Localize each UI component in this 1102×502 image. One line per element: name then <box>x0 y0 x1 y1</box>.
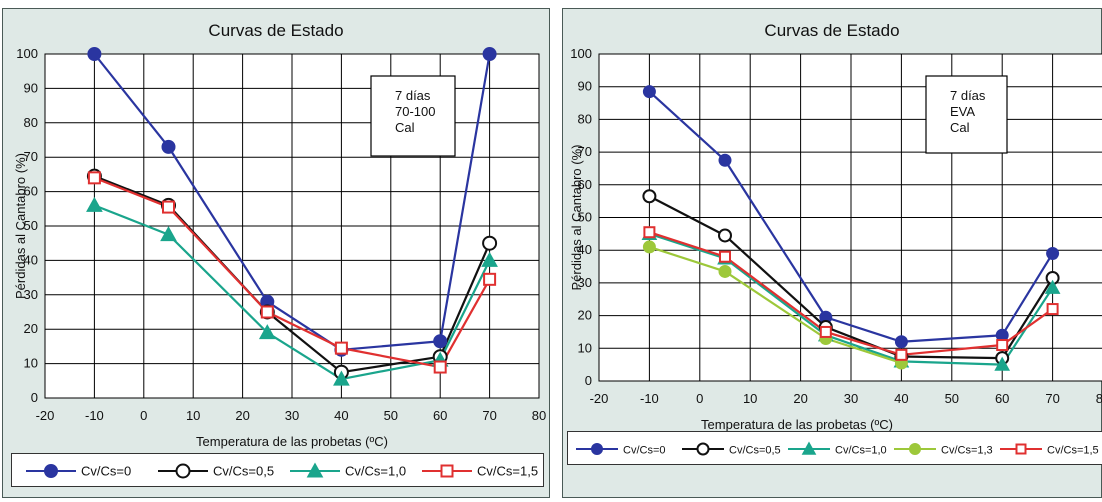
x-tick-label: 30 <box>844 391 858 406</box>
data-point <box>1017 445 1026 454</box>
x-tick-label: -10 <box>85 408 104 423</box>
data-point <box>719 265 731 277</box>
chart-panel-left: Curvas de Estado -20 -10 0 10 20 30 40 50 60 70 80… <box>2 8 550 498</box>
annotation-text: EVA <box>950 104 975 119</box>
y-tick-label: 80 <box>24 115 38 130</box>
x-tick-label: 10 <box>186 408 200 423</box>
legend-label: Cv/Cs=1,5 <box>1047 445 1099 457</box>
x-tick-label: 40 <box>334 408 348 423</box>
data-point <box>162 140 175 153</box>
x-tick-label: -10 <box>640 391 659 406</box>
annotation-text: Cal <box>395 120 415 135</box>
legend-label: Cv/Cs=1,0 <box>835 445 887 457</box>
legend-label: Cv/Cs=1,3 <box>941 445 993 457</box>
y-tick-label: 90 <box>24 80 38 95</box>
data-point <box>821 327 831 337</box>
x-tick-label: 80 <box>532 408 546 423</box>
legend-left: Cv/Cs=0 Cv/Cs=0,5 Cv/Cs=1,0 Cv/Cs=1,5 <box>11 453 544 487</box>
x-tick-label: 40 <box>894 391 908 406</box>
data-point <box>434 335 447 348</box>
legend-label: Cv/Cs=0 <box>81 464 131 479</box>
data-point <box>177 465 190 478</box>
data-point <box>719 229 731 241</box>
legend-items-right: Cv/Cs=0 Cv/Cs=0,5 Cv/Cs=1,0 Cv/Cs=1,3 Cv/Cs=… <box>568 432 1102 466</box>
annotation-text: 70-100 <box>395 104 435 119</box>
chart-panel-right: Curvas de Estado -20 -10 0 10 20 30 40 50 60 70 8 0… <box>562 8 1102 498</box>
x-tick-label: 20 <box>793 391 807 406</box>
data-point <box>592 444 603 455</box>
x-tick-label: 0 <box>696 391 703 406</box>
x-axis-label: Temperatura de las probetas (ºC) <box>196 434 388 449</box>
y-tick-label: 80 <box>578 111 592 126</box>
data-point <box>644 227 654 237</box>
x-tick-label: 70 <box>1045 391 1059 406</box>
legend-label: Cv/Cs=0,5 <box>213 464 274 479</box>
y-tick-label: 20 <box>578 308 592 323</box>
data-point <box>442 466 453 477</box>
x-tick-label: 60 <box>995 391 1009 406</box>
data-point <box>895 336 907 348</box>
x-tick-label: 60 <box>433 408 447 423</box>
x-tick-label: 0 <box>140 408 147 423</box>
x-axis-label: Temperatura de las probetas (ºC) <box>701 417 893 432</box>
line-chart-right: -20 -10 0 10 20 30 40 50 60 70 80 0 10 20 30 40 50 60 70 80… <box>563 9 1102 499</box>
data-point <box>896 350 906 360</box>
x-tick-label: -20 <box>590 391 609 406</box>
y-tick-label: 10 <box>24 356 38 371</box>
y-axis-label: Pérdidas al Cantabro (%) <box>569 145 584 291</box>
data-point <box>719 154 731 166</box>
data-point <box>483 237 496 250</box>
data-point <box>910 444 921 455</box>
y-tick-label: 90 <box>578 79 592 94</box>
x-tick-label: 10 <box>743 391 757 406</box>
data-point <box>1047 247 1059 259</box>
y-tick-label: 0 <box>31 390 38 405</box>
legend-label: Cv/Cs=1,5 <box>477 464 538 479</box>
y-tick-label: 10 <box>578 340 592 355</box>
data-point <box>720 252 730 262</box>
data-point <box>483 48 496 61</box>
data-point <box>484 274 495 285</box>
data-point <box>997 340 1007 350</box>
x-tick-label: -20 <box>36 408 55 423</box>
x-tick-label: 70 <box>482 408 496 423</box>
x-tick-label: 50 <box>384 408 398 423</box>
x-tick-label: 30 <box>285 408 299 423</box>
legend-items-left: Cv/Cs=0 Cv/Cs=0,5 Cv/Cs=1,0 Cv/Cs=1,5 <box>12 454 545 488</box>
data-point <box>643 190 655 202</box>
data-point <box>45 465 58 478</box>
line-chart-left: -20 -10 0 10 20 30 40 50 60 70 80 0 10 20 30 40 50 60 70 80… <box>3 9 551 499</box>
data-point <box>89 172 100 183</box>
data-point <box>698 444 709 455</box>
y-tick-label: 100 <box>570 46 592 61</box>
data-point <box>643 241 655 253</box>
data-point <box>643 86 655 98</box>
y-axis-label: Pérdidas al Cantabro (%) <box>13 153 28 299</box>
data-point <box>336 343 347 354</box>
y-tick-label: 0 <box>585 373 592 388</box>
data-point <box>1048 304 1058 314</box>
data-point <box>163 202 174 213</box>
x-tick-label: 20 <box>235 408 249 423</box>
x-tick-label: 80 <box>1096 391 1102 406</box>
data-point <box>262 307 273 318</box>
y-tick-label: 20 <box>24 321 38 336</box>
data-point <box>88 48 101 61</box>
y-tick-label: 100 <box>16 46 38 61</box>
legend-label: Cv/Cs=0,5 <box>729 445 781 457</box>
annotation-text: 7 días <box>395 88 431 103</box>
data-point <box>435 362 446 373</box>
x-tick-label: 50 <box>945 391 959 406</box>
legend-label: Cv/Cs=0 <box>623 445 666 457</box>
annotation-text: 7 días <box>950 88 986 103</box>
annotation-text: Cal <box>950 120 970 135</box>
legend-right: Cv/Cs=0 Cv/Cs=0,5 Cv/Cs=1,0 Cv/Cs=1,3 Cv/Cs=… <box>567 431 1102 465</box>
legend-label: Cv/Cs=1,0 <box>345 464 406 479</box>
